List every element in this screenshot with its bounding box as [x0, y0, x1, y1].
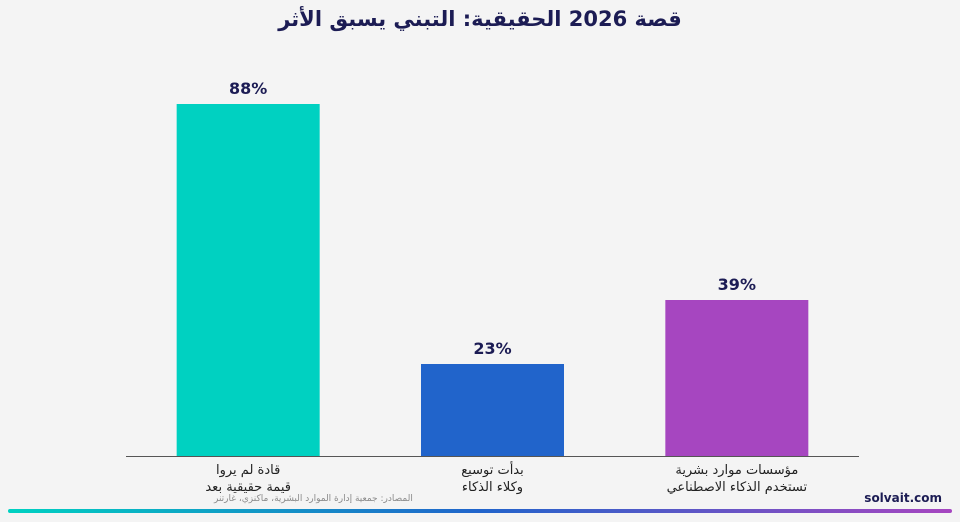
category-label-2-line-0: مؤسسات موارد بشرية: [675, 463, 798, 478]
category-label-2-line-1: تستخدم الذكاء الاصطناعي: [667, 480, 808, 495]
value-labels-group: 88% 23% 39%: [229, 79, 756, 358]
category-label-0-line-1: قيمة حقيقية بعد: [205, 480, 291, 495]
source-note: المصادر: جمعية إدارة الموارد البشرية، ما…: [213, 494, 413, 504]
category-label-1-line-0: بدأت توسيع: [461, 461, 524, 478]
footer-gradient-bar: [8, 509, 952, 513]
value-label-1: 23%: [473, 339, 511, 358]
value-label-2: 39%: [718, 275, 756, 294]
brand-logo-text: solvait.com: [864, 491, 942, 505]
category-label-1-line-1: وكلاء الذكاء: [462, 480, 523, 495]
bar-0: [176, 104, 320, 456]
category-label-0-line-0: قادة لم يروا: [216, 463, 280, 478]
bar-1: [421, 364, 564, 456]
bar-2: [665, 300, 809, 456]
category-labels-group: قادة لم يروا قيمة حقيقية بعد بدأت توسيع وكل…: [205, 461, 807, 495]
value-label-0: 88%: [229, 79, 267, 98]
bars-group: [176, 104, 809, 456]
chart-title: قصة 2026 الحقيقية: التبني يسبق الأثر: [277, 5, 682, 31]
